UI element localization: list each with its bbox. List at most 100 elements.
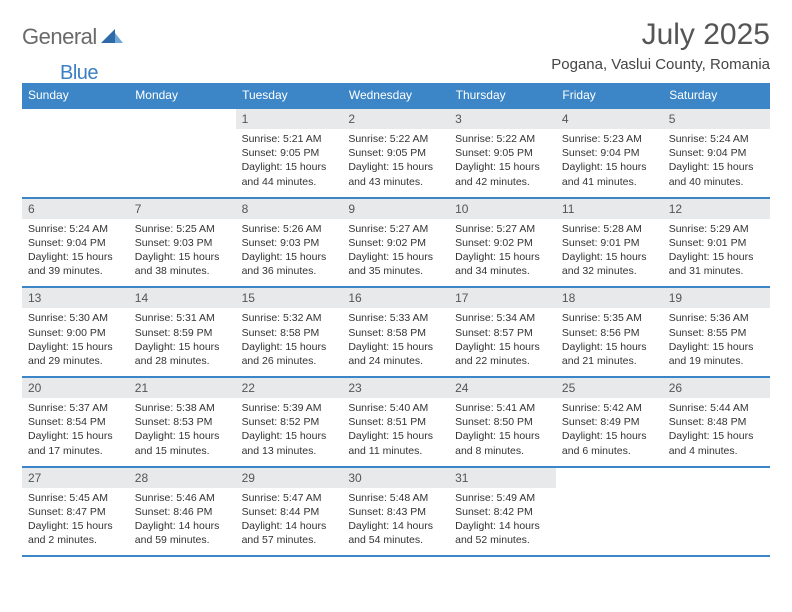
logo-triangle-icon — [101, 27, 123, 48]
day-number-cell — [22, 108, 129, 129]
day-data-cell: Sunrise: 5:41 AMSunset: 8:50 PMDaylight:… — [449, 398, 556, 467]
day-data-row: Sunrise: 5:30 AMSunset: 9:00 PMDaylight:… — [22, 308, 770, 377]
sunrise-text: Sunrise: 5:44 AM — [669, 401, 764, 415]
daylight-text: Daylight: 14 hours and 57 minutes. — [242, 519, 337, 547]
daylight-text: Daylight: 14 hours and 59 minutes. — [135, 519, 230, 547]
day-data-cell: Sunrise: 5:28 AMSunset: 9:01 PMDaylight:… — [556, 219, 663, 288]
sunrise-text: Sunrise: 5:33 AM — [348, 311, 443, 325]
day-number-cell: 21 — [129, 377, 236, 398]
sunrise-text: Sunrise: 5:38 AM — [135, 401, 230, 415]
logo: General — [22, 24, 125, 50]
sunrise-text: Sunrise: 5:47 AM — [242, 491, 337, 505]
daylight-text: Daylight: 15 hours and 34 minutes. — [455, 250, 550, 278]
sunset-text: Sunset: 8:59 PM — [135, 326, 230, 340]
sunrise-text: Sunrise: 5:41 AM — [455, 401, 550, 415]
weekday-header: Sunday — [22, 83, 129, 108]
day-data-cell: Sunrise: 5:44 AMSunset: 8:48 PMDaylight:… — [663, 398, 770, 467]
day-data-cell — [663, 488, 770, 557]
daylight-text: Daylight: 15 hours and 40 minutes. — [669, 160, 764, 188]
sunset-text: Sunset: 9:03 PM — [135, 236, 230, 250]
day-number-cell: 10 — [449, 198, 556, 219]
sunrise-text: Sunrise: 5:26 AM — [242, 222, 337, 236]
sunrise-text: Sunrise: 5:39 AM — [242, 401, 337, 415]
day-data-cell: Sunrise: 5:21 AMSunset: 9:05 PMDaylight:… — [236, 129, 343, 198]
day-number-row: 20212223242526 — [22, 377, 770, 398]
sunset-text: Sunset: 8:50 PM — [455, 415, 550, 429]
sunrise-text: Sunrise: 5:48 AM — [348, 491, 443, 505]
sunset-text: Sunset: 8:46 PM — [135, 505, 230, 519]
day-data-cell: Sunrise: 5:46 AMSunset: 8:46 PMDaylight:… — [129, 488, 236, 557]
sunrise-text: Sunrise: 5:46 AM — [135, 491, 230, 505]
weekday-header: Monday — [129, 83, 236, 108]
weekday-header: Wednesday — [342, 83, 449, 108]
sunset-text: Sunset: 8:51 PM — [348, 415, 443, 429]
sunset-text: Sunset: 9:00 PM — [28, 326, 123, 340]
daylight-text: Daylight: 15 hours and 43 minutes. — [348, 160, 443, 188]
daylight-text: Daylight: 15 hours and 35 minutes. — [348, 250, 443, 278]
daylight-text: Daylight: 15 hours and 2 minutes. — [28, 519, 123, 547]
day-number-cell — [663, 467, 770, 488]
day-number-cell: 20 — [22, 377, 129, 398]
sunset-text: Sunset: 8:42 PM — [455, 505, 550, 519]
day-number-cell: 5 — [663, 108, 770, 129]
day-number-cell: 4 — [556, 108, 663, 129]
day-data-cell: Sunrise: 5:42 AMSunset: 8:49 PMDaylight:… — [556, 398, 663, 467]
sunset-text: Sunset: 8:43 PM — [348, 505, 443, 519]
daylight-text: Daylight: 15 hours and 29 minutes. — [28, 340, 123, 368]
sunrise-text: Sunrise: 5:24 AM — [28, 222, 123, 236]
sunset-text: Sunset: 8:48 PM — [669, 415, 764, 429]
daylight-text: Daylight: 15 hours and 41 minutes. — [562, 160, 657, 188]
sunrise-text: Sunrise: 5:25 AM — [135, 222, 230, 236]
day-data-cell: Sunrise: 5:37 AMSunset: 8:54 PMDaylight:… — [22, 398, 129, 467]
weekday-header: Friday — [556, 83, 663, 108]
daylight-text: Daylight: 15 hours and 22 minutes. — [455, 340, 550, 368]
location-text: Pogana, Vaslui County, Romania — [551, 56, 770, 73]
sunset-text: Sunset: 9:03 PM — [242, 236, 337, 250]
day-number-cell: 27 — [22, 467, 129, 488]
sunrise-text: Sunrise: 5:40 AM — [348, 401, 443, 415]
title-block: July 2025 Pogana, Vaslui County, Romania — [551, 18, 770, 73]
daylight-text: Daylight: 15 hours and 6 minutes. — [562, 429, 657, 457]
daylight-text: Daylight: 15 hours and 21 minutes. — [562, 340, 657, 368]
day-data-cell — [22, 129, 129, 198]
sunrise-text: Sunrise: 5:45 AM — [28, 491, 123, 505]
daylight-text: Daylight: 15 hours and 26 minutes. — [242, 340, 337, 368]
day-data-cell: Sunrise: 5:29 AMSunset: 9:01 PMDaylight:… — [663, 219, 770, 288]
day-number-row: 6789101112 — [22, 198, 770, 219]
sunset-text: Sunset: 8:52 PM — [242, 415, 337, 429]
day-number-cell: 7 — [129, 198, 236, 219]
sunset-text: Sunset: 9:02 PM — [455, 236, 550, 250]
page-header: General July 2025 Pogana, Vaslui County,… — [22, 18, 770, 73]
day-number-cell: 12 — [663, 198, 770, 219]
day-number-cell: 19 — [663, 287, 770, 308]
day-number-cell: 3 — [449, 108, 556, 129]
day-data-cell: Sunrise: 5:22 AMSunset: 9:05 PMDaylight:… — [449, 129, 556, 198]
weekday-header: Thursday — [449, 83, 556, 108]
sunset-text: Sunset: 8:57 PM — [455, 326, 550, 340]
day-number-cell: 9 — [342, 198, 449, 219]
day-number-cell: 23 — [342, 377, 449, 398]
sunset-text: Sunset: 9:01 PM — [562, 236, 657, 250]
sunrise-text: Sunrise: 5:42 AM — [562, 401, 657, 415]
day-data-cell: Sunrise: 5:22 AMSunset: 9:05 PMDaylight:… — [342, 129, 449, 198]
sunrise-text: Sunrise: 5:29 AM — [669, 222, 764, 236]
day-number-cell: 15 — [236, 287, 343, 308]
daylight-text: Daylight: 15 hours and 4 minutes. — [669, 429, 764, 457]
sunset-text: Sunset: 8:58 PM — [242, 326, 337, 340]
day-number-cell: 13 — [22, 287, 129, 308]
logo-text-general: General — [22, 24, 97, 50]
daylight-text: Daylight: 15 hours and 44 minutes. — [242, 160, 337, 188]
daylight-text: Daylight: 15 hours and 11 minutes. — [348, 429, 443, 457]
day-data-row: Sunrise: 5:45 AMSunset: 8:47 PMDaylight:… — [22, 488, 770, 557]
sunrise-text: Sunrise: 5:28 AM — [562, 222, 657, 236]
sunset-text: Sunset: 9:02 PM — [348, 236, 443, 250]
daylight-text: Daylight: 15 hours and 17 minutes. — [28, 429, 123, 457]
daylight-text: Daylight: 15 hours and 24 minutes. — [348, 340, 443, 368]
daylight-text: Daylight: 15 hours and 42 minutes. — [455, 160, 550, 188]
daylight-text: Daylight: 15 hours and 31 minutes. — [669, 250, 764, 278]
day-number-cell: 28 — [129, 467, 236, 488]
day-data-cell: Sunrise: 5:32 AMSunset: 8:58 PMDaylight:… — [236, 308, 343, 377]
day-data-cell: Sunrise: 5:26 AMSunset: 9:03 PMDaylight:… — [236, 219, 343, 288]
sunrise-text: Sunrise: 5:23 AM — [562, 132, 657, 146]
sunset-text: Sunset: 9:04 PM — [562, 146, 657, 160]
